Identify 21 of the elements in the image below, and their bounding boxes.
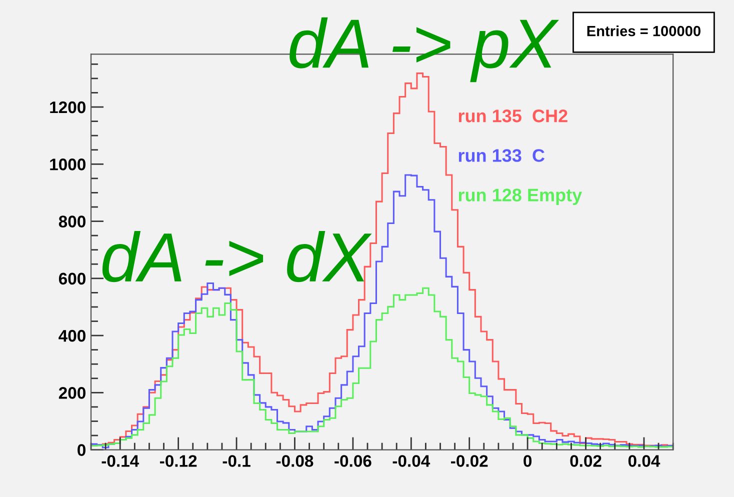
x-tick-label: 0.02 bbox=[570, 455, 602, 467]
y-tick-label: 600 bbox=[58, 272, 86, 285]
x-tick-label: 0 bbox=[524, 455, 532, 467]
text: run 133 C bbox=[458, 149, 545, 162]
series-label: run 135 CH2 bbox=[458, 110, 568, 122]
x-tick-label: -0.12 bbox=[160, 455, 197, 467]
y-tick-label: 0 bbox=[78, 444, 86, 456]
x-tick-label: 0.04 bbox=[628, 455, 660, 467]
text: Entries = 100000 bbox=[587, 26, 700, 36]
y-tick-label: 400 bbox=[58, 330, 86, 342]
x-tick-label: -0.06 bbox=[334, 455, 372, 467]
y-tick-label: 200 bbox=[58, 387, 86, 399]
x-tick-label: -0.1 bbox=[222, 455, 250, 467]
x-tick-label: -0.14 bbox=[102, 455, 140, 467]
y-tick-label: 1000 bbox=[50, 158, 86, 170]
y-tick-label: 1200 bbox=[50, 101, 86, 114]
x-tick-label: -0.04 bbox=[392, 455, 430, 467]
y-tick-label: 800 bbox=[58, 216, 86, 228]
x-tick-label: -0.08 bbox=[276, 455, 314, 467]
x-tick-label: -0.02 bbox=[451, 455, 488, 467]
text: run 128 Empty bbox=[458, 188, 582, 206]
